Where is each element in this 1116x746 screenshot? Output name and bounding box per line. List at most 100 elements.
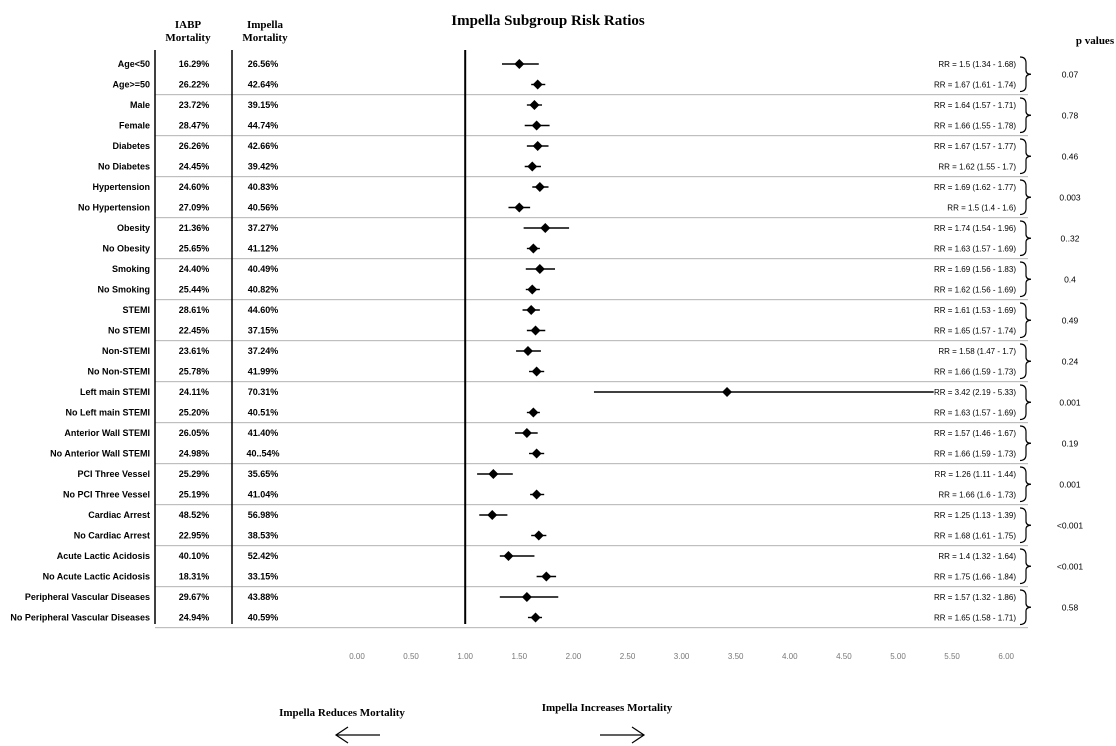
iabp-mortality: 24.94% — [179, 613, 210, 623]
brace-icon — [1019, 56, 1032, 93]
table-row: No Smoking 25.44% 40.82% RR = 1.62 (1.56 - … — [97, 284, 1016, 295]
iabp-mortality: 26.05% — [179, 428, 210, 438]
rr-text: RR = 1.65 (1.58 - 1.71) — [934, 614, 1016, 623]
rr-diamond — [522, 346, 533, 356]
impella-mortality: 41.40% — [248, 428, 279, 438]
table-row: PCI Three Vessel 25.29% 35.65% RR = 1.26 (1… — [77, 469, 1016, 479]
iabp-mortality: 25.19% — [179, 490, 210, 500]
p-value: 0.001 — [1059, 479, 1081, 489]
rr-text: RR = 3.42 (2.19 - 5.33) — [934, 388, 1016, 397]
subgroup-label: Age>=50 — [112, 80, 150, 90]
iabp-mortality: 16.29% — [179, 59, 210, 69]
iabp-mortality: 22.95% — [179, 531, 210, 541]
brace-icon — [1019, 425, 1032, 462]
x-axis-ticks: 0.00 0.50 1.00 1.50 2.00 2.50 3.00 3.50 4.00 4.50… — [349, 652, 1014, 661]
table-row: No Cardiac Arrest 22.95% 38.53% RR = 1.68 (… — [74, 530, 1016, 541]
subgroup-label: Age<50 — [118, 59, 150, 69]
rr-diamond — [531, 448, 542, 459]
iabp-mortality: 26.26% — [179, 141, 210, 151]
impella-mortality: 40.56% — [248, 203, 279, 213]
subgroup-label: Smoking — [112, 264, 150, 274]
subgroup-label: Obesity — [117, 223, 150, 233]
p-value: 0.003 — [1059, 192, 1081, 202]
impella-mortality: 35.65% — [248, 469, 279, 479]
rr-diamond — [532, 141, 543, 151]
p-value: <0.001 — [1057, 520, 1084, 530]
impella-mortality: 44.74% — [248, 121, 279, 131]
footer-left-label: Impella Reduces Mortality — [279, 707, 405, 719]
p-value: 0.46 — [1062, 151, 1079, 161]
rr-text: RR = 1.63 (1.57 - 1.69) — [934, 245, 1016, 254]
impella-mortality: 41.04% — [248, 490, 279, 500]
right-arrow-icon — [600, 726, 646, 744]
impella-mortality: 40.59% — [248, 613, 279, 623]
brace-icon — [1019, 466, 1032, 503]
subgroup-label: Hypertension — [92, 182, 150, 192]
iabp-mortality: 25.78% — [179, 367, 210, 377]
x-tick-label: 3.50 — [728, 652, 744, 661]
x-tick-label: 1.50 — [512, 652, 528, 661]
table-row: No Acute Lactic Acidosis 18.31% 33.15% RR =… — [43, 571, 1016, 582]
rr-diamond — [531, 366, 542, 377]
rr-text: RR = 1.5 (1.34 - 1.68) — [938, 60, 1016, 69]
rr-text: RR = 1.57 (1.46 - 1.67) — [934, 429, 1016, 438]
table-row: No Diabetes 24.45% 39.42% RR = 1.62 (1.55 -… — [98, 161, 1016, 172]
p-value: 0..32 — [1061, 233, 1080, 243]
subgroup-label: PCI Three Vessel — [77, 469, 150, 479]
rr-diamond — [534, 182, 545, 192]
x-tick-label: 0.50 — [403, 652, 419, 661]
impella-mortality: 40.82% — [248, 285, 279, 295]
rr-diamond — [532, 79, 543, 90]
rr-text: RR = 1.58 (1.47 - 1.7) — [938, 347, 1016, 356]
table-row: Male 23.72% 39.15% RR = 1.64 (1.57 - 1.71) — [130, 100, 1016, 110]
footer-right-label: Impella Increases Mortality — [542, 702, 673, 714]
rr-diamond — [722, 387, 733, 397]
rr-text: RR = 1.66 (1.59 - 1.73) — [934, 368, 1016, 377]
p-value: 0.58 — [1062, 602, 1079, 612]
rr-text: RR = 1.66 (1.55 - 1.78) — [934, 122, 1016, 131]
impella-mortality: 40.49% — [248, 264, 279, 274]
rr-text: RR = 1.5 (1.4 - 1.6) — [947, 204, 1016, 213]
rr-diamond — [529, 100, 540, 110]
rr-text: RR = 1.74 (1.54 - 1.96) — [934, 224, 1016, 233]
brace-icon — [1019, 384, 1032, 421]
impella-mortality: 40.51% — [248, 408, 279, 418]
impella-mortality: 40..54% — [246, 449, 279, 459]
table-row: No Obesity 25.65% 41.12% RR = 1.63 (1.57 - … — [102, 243, 1016, 254]
brace-icon — [1019, 261, 1032, 298]
x-tick-label: 6.00 — [998, 652, 1014, 661]
p-value: 0.78 — [1062, 110, 1079, 120]
rr-text: RR = 1.57 (1.32 - 1.86) — [934, 593, 1016, 602]
iabp-mortality: 23.61% — [179, 346, 210, 356]
x-tick-label: 4.00 — [782, 652, 798, 661]
table-row: Left main STEMI 24.11% 70.31% RR = 3.42 (2.… — [80, 387, 1016, 397]
iabp-mortality: 24.45% — [179, 162, 210, 172]
subgroup-label: No Cardiac Arrest — [74, 531, 150, 541]
subgroup-label: No Left main STEMI — [65, 408, 150, 418]
impella-mortality: 52.42% — [248, 551, 279, 561]
table-row: Peripheral Vascular Diseases 29.67% 43.88%… — [25, 592, 1016, 602]
iabp-mortality: 24.11% — [179, 387, 209, 397]
iabp-mortality: 21.36% — [179, 223, 210, 233]
rr-text: RR = 1.62 (1.56 - 1.69) — [934, 286, 1016, 295]
rr-text: RR = 1.63 (1.57 - 1.69) — [934, 409, 1016, 418]
rr-diamond — [531, 489, 542, 500]
table-row: STEMI 28.61% 44.60% RR = 1.61 (1.53 - 1.69) — [122, 305, 1016, 315]
brace-icon — [1019, 589, 1032, 626]
brace-icon — [1019, 220, 1032, 257]
rr-text: RR = 1.25 (1.13 - 1.39) — [934, 511, 1016, 520]
table-row: No PCI Three Vessel 25.19% 41.04% RR = 1.66… — [63, 489, 1016, 500]
iabp-mortality: 28.47% — [179, 121, 210, 131]
rr-diamond — [488, 469, 499, 479]
table-row: Age>=50 26.22% 42.64% RR = 1.67 (1.61 - 1.7… — [112, 79, 1016, 90]
impella-mortality: 41.12% — [248, 244, 279, 254]
rr-text: RR = 1.64 (1.57 - 1.71) — [934, 101, 1016, 110]
rr-text: RR = 1.61 (1.53 - 1.69) — [934, 306, 1016, 315]
iabp-mortality: 25.29% — [179, 469, 210, 479]
impella-mortality: 41.99% — [248, 367, 279, 377]
subgroup-label: No PCI Three Vessel — [63, 490, 150, 500]
table-row: No Non-STEMI 25.78% 41.99% RR = 1.66 (1.59 … — [88, 366, 1016, 377]
subgroup-label: Left main STEMI — [80, 387, 150, 397]
impella-mortality: 44.60% — [248, 305, 279, 315]
